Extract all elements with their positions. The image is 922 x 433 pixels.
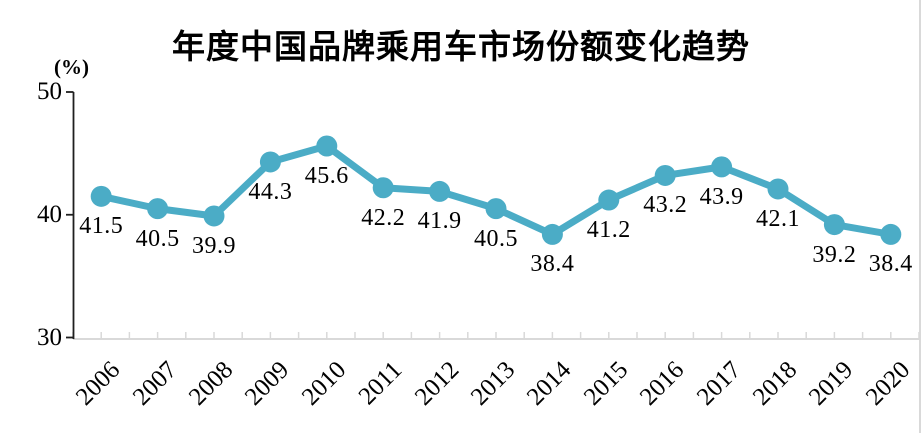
data-label-2008: 39.9 bbox=[192, 232, 236, 259]
y-axis-unit-label: (%) bbox=[54, 55, 89, 79]
data-point-2008 bbox=[203, 205, 225, 227]
data-label-2017: 43.9 bbox=[699, 183, 744, 210]
data-point-2012 bbox=[429, 180, 451, 202]
data-label-2012: 41.9 bbox=[417, 208, 462, 235]
data-label-2018: 42.1 bbox=[756, 205, 800, 232]
data-label-2019: 39.2 bbox=[812, 241, 857, 268]
data-point-2020 bbox=[880, 223, 902, 245]
data-point-2011 bbox=[372, 177, 394, 199]
data-label-2006: 41.5 bbox=[79, 213, 124, 240]
data-point-2013 bbox=[485, 198, 507, 220]
data-label-2013: 40.5 bbox=[474, 225, 518, 252]
data-label-2014: 38.4 bbox=[530, 251, 575, 278]
data-point-2010 bbox=[316, 135, 338, 157]
y-axis-label-30: 30 bbox=[37, 323, 62, 351]
data-point-2006 bbox=[90, 185, 112, 207]
data-point-2015 bbox=[598, 189, 620, 211]
y-axis-label-40: 40 bbox=[37, 200, 62, 228]
data-label-2016: 43.2 bbox=[643, 192, 688, 219]
y-axis-label-50: 50 bbox=[37, 78, 62, 105]
data-point-2019 bbox=[823, 214, 845, 236]
data-point-2017 bbox=[711, 156, 733, 178]
data-label-2020: 38.4 bbox=[868, 251, 913, 278]
data-point-2018 bbox=[767, 178, 789, 200]
data-label-2010: 45.6 bbox=[304, 163, 349, 189]
data-point-2014 bbox=[541, 223, 563, 245]
chart-title: 年度中国品牌乘用车市场份额变化趋势 bbox=[172, 28, 750, 65]
data-label-2011: 42.2 bbox=[361, 204, 406, 231]
data-label-2007: 40.5 bbox=[135, 225, 180, 252]
data-point-2016 bbox=[654, 164, 676, 186]
data-label-2015: 41.2 bbox=[586, 217, 631, 244]
data-point-2007 bbox=[147, 198, 169, 220]
data-point-2009 bbox=[259, 151, 281, 173]
data-label-2009: 44.3 bbox=[248, 178, 293, 205]
